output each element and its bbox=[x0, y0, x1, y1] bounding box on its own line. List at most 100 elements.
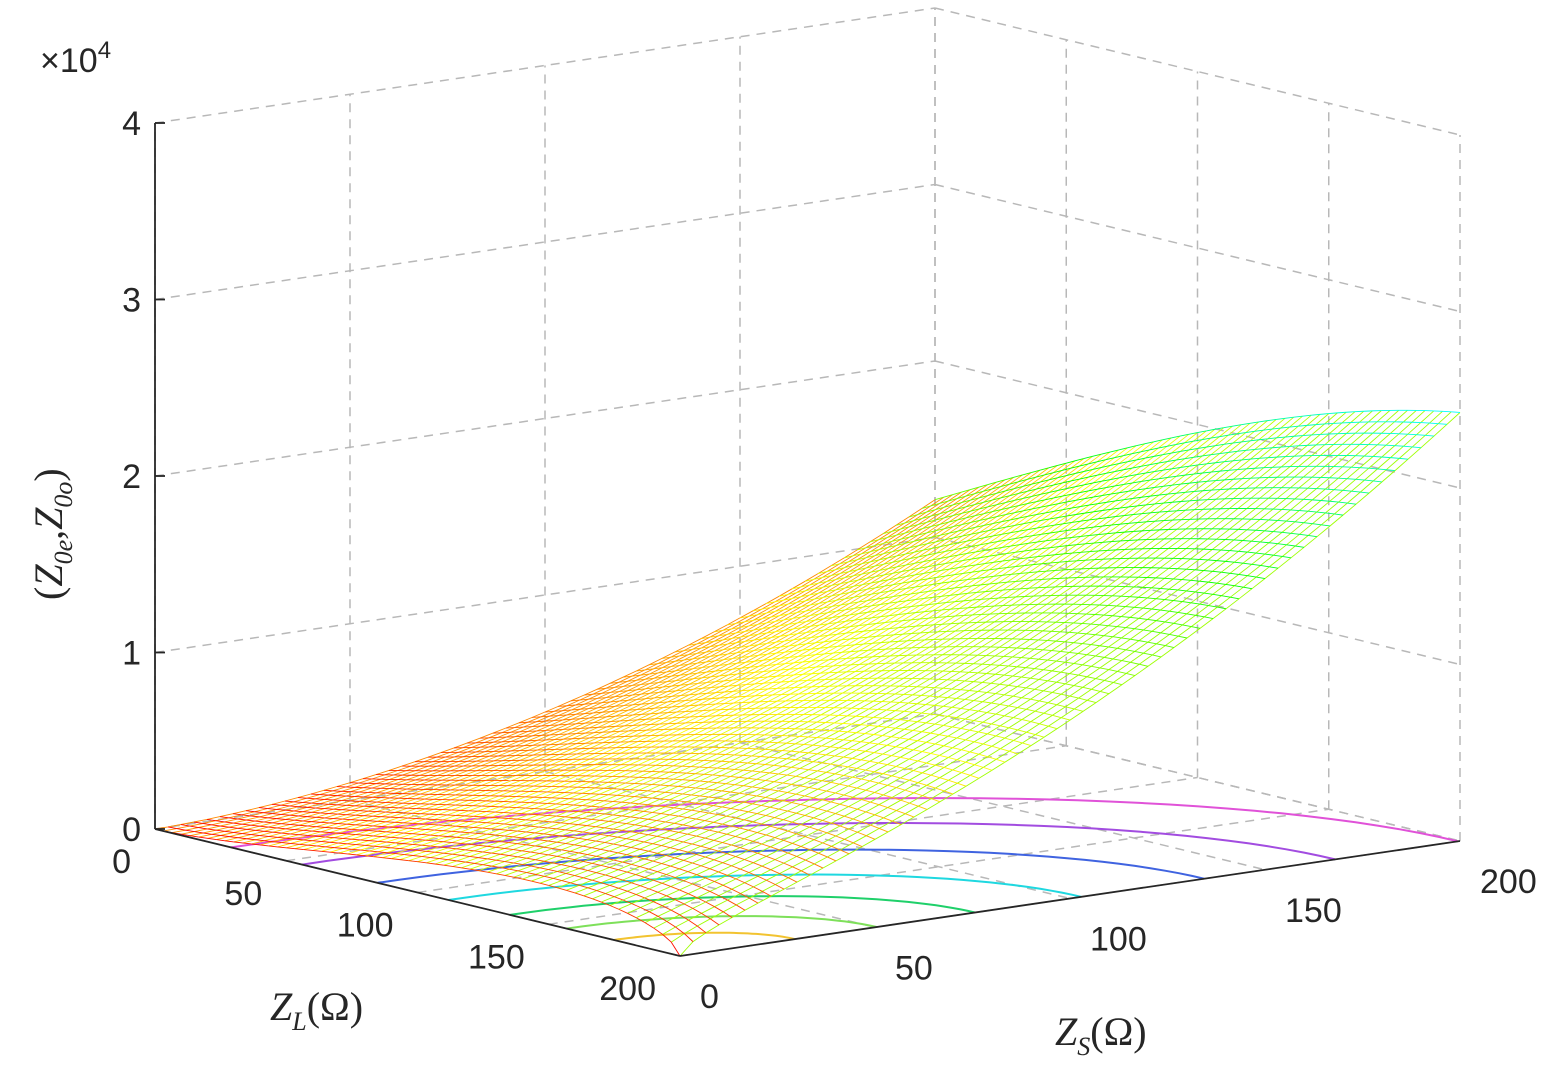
mesh-segment bbox=[918, 805, 928, 810]
mesh-segment bbox=[1429, 422, 1439, 425]
mesh-segment bbox=[653, 686, 663, 689]
mesh-segment bbox=[1103, 635, 1113, 638]
mesh-segment bbox=[567, 723, 577, 725]
mesh-segment bbox=[1144, 441, 1154, 445]
mesh-segment bbox=[1097, 472, 1107, 476]
mesh-segment bbox=[417, 849, 427, 852]
mesh-segment bbox=[744, 619, 754, 623]
mesh-segment bbox=[805, 836, 815, 841]
mesh-segment bbox=[1125, 649, 1135, 652]
mesh-segment bbox=[697, 682, 707, 684]
mesh-segment bbox=[307, 835, 317, 837]
mesh-segment bbox=[647, 818, 657, 821]
mesh-segment bbox=[751, 755, 761, 757]
mesh-segment bbox=[403, 822, 413, 824]
mesh-segment bbox=[1206, 428, 1216, 432]
mesh-segment bbox=[791, 586, 801, 590]
mesh-segment bbox=[293, 810, 303, 813]
mesh-segment bbox=[328, 813, 338, 815]
mesh-segment bbox=[967, 606, 977, 609]
mesh-segment bbox=[742, 754, 752, 757]
mesh-segment bbox=[211, 833, 221, 836]
mesh-segment bbox=[679, 889, 689, 895]
mesh-segment bbox=[1088, 503, 1098, 506]
mesh-segment bbox=[648, 868, 658, 873]
mesh-segment bbox=[1197, 446, 1207, 449]
mesh-segment bbox=[817, 808, 827, 812]
mesh-segment bbox=[879, 828, 889, 833]
mesh-segment bbox=[921, 505, 931, 509]
mesh-segment bbox=[934, 723, 944, 726]
mesh-segment bbox=[675, 899, 685, 905]
mesh-segment bbox=[583, 860, 593, 864]
mesh-segment bbox=[866, 565, 876, 569]
mesh-segment bbox=[840, 849, 850, 855]
mesh-segment bbox=[913, 770, 923, 774]
mesh-segment bbox=[886, 726, 896, 729]
mesh-segment bbox=[1057, 475, 1067, 479]
mesh-segment bbox=[1025, 648, 1035, 650]
mesh-segment bbox=[623, 714, 633, 717]
mesh-segment bbox=[1067, 528, 1077, 531]
mesh-segment bbox=[552, 877, 562, 881]
mesh-segment bbox=[1017, 707, 1027, 710]
mesh-segment bbox=[710, 654, 720, 657]
mesh-segment bbox=[792, 606, 802, 609]
mesh-segment bbox=[1028, 556, 1038, 559]
mesh-segment bbox=[864, 716, 874, 718]
mesh-segment bbox=[297, 797, 307, 799]
mesh-segment bbox=[652, 860, 662, 864]
mesh-segment bbox=[751, 770, 761, 773]
mesh-segment bbox=[1099, 645, 1109, 648]
mesh-segment bbox=[748, 872, 758, 877]
mesh-segment bbox=[853, 584, 863, 587]
mesh-segment bbox=[996, 502, 1006, 506]
mesh-segment bbox=[934, 743, 944, 747]
mesh-segment bbox=[1271, 427, 1281, 430]
mesh-segment bbox=[1036, 512, 1046, 516]
mesh-segment bbox=[914, 585, 924, 588]
mesh-segment bbox=[1007, 596, 1017, 598]
mesh-segment bbox=[902, 619, 912, 622]
mesh-segment bbox=[770, 869, 780, 874]
mesh-segment bbox=[600, 882, 610, 886]
mesh-segment bbox=[1130, 661, 1140, 665]
mesh-segment bbox=[962, 533, 972, 537]
mesh-segment bbox=[867, 623, 877, 625]
mesh-segment bbox=[1071, 506, 1081, 509]
mesh-segment bbox=[966, 526, 976, 530]
mesh-segment bbox=[1106, 500, 1116, 503]
mesh-segment bbox=[645, 718, 655, 720]
mesh-segment bbox=[631, 903, 641, 908]
mesh-segment bbox=[1008, 665, 1018, 668]
mesh-segment bbox=[176, 828, 186, 831]
mesh-segment bbox=[491, 840, 501, 843]
mesh-segment bbox=[831, 573, 841, 576]
mesh-segment bbox=[761, 865, 771, 871]
mesh-segment bbox=[1277, 520, 1287, 522]
mesh-segment bbox=[901, 593, 911, 596]
mesh-segment bbox=[850, 650, 860, 653]
mesh-segment bbox=[285, 818, 295, 821]
mesh-segment bbox=[224, 840, 234, 843]
mesh-segment bbox=[561, 849, 571, 852]
mesh-segment bbox=[1080, 551, 1090, 553]
mesh-segment bbox=[784, 628, 794, 631]
mesh-segment bbox=[259, 844, 269, 847]
mesh-segment bbox=[679, 914, 689, 921]
mesh-segment bbox=[1225, 583, 1235, 587]
mesh-segment bbox=[503, 812, 513, 814]
mesh-segment bbox=[564, 816, 574, 819]
mesh-segment bbox=[616, 794, 626, 797]
mesh-segment bbox=[808, 752, 818, 755]
mesh-segment bbox=[897, 613, 907, 616]
mesh-segment bbox=[878, 804, 888, 808]
mesh-segment bbox=[569, 810, 579, 813]
mesh-segment bbox=[811, 672, 821, 675]
mesh-segment bbox=[905, 540, 915, 544]
mesh-segment bbox=[803, 743, 813, 746]
mesh-segment bbox=[1034, 710, 1044, 714]
mesh-segment bbox=[739, 809, 749, 813]
mesh-segment bbox=[930, 503, 940, 507]
